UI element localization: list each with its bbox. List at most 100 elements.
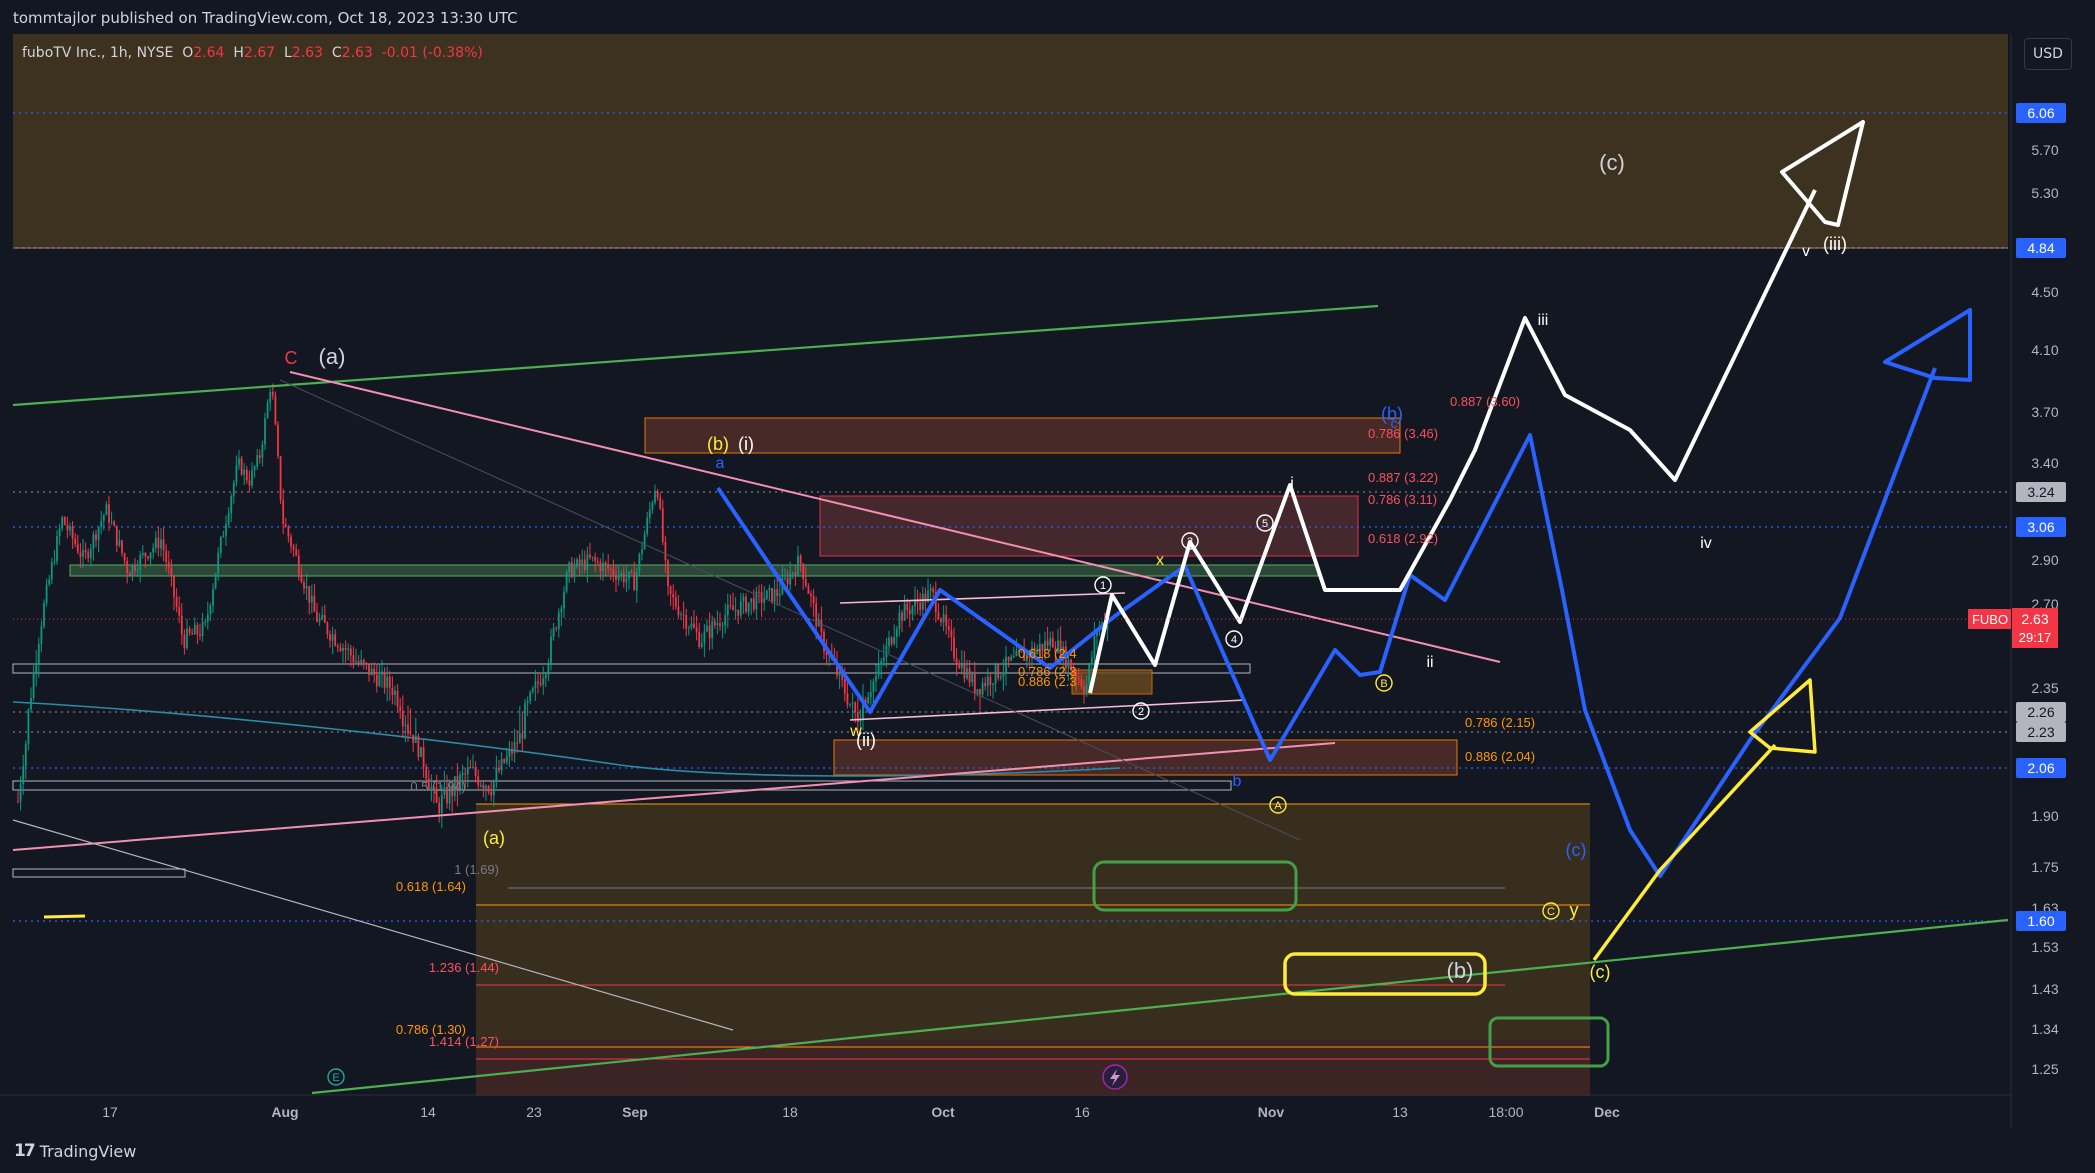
candle-body bbox=[352, 655, 355, 663]
fib-lines-layer bbox=[476, 803, 1590, 1060]
fib-label: 0.618 (2.92) bbox=[1368, 531, 1438, 546]
candle-body bbox=[297, 555, 300, 575]
candle-body bbox=[617, 575, 620, 580]
candle-body bbox=[209, 605, 212, 615]
candle-body bbox=[511, 749, 513, 754]
support-zone-bottom-red bbox=[476, 1040, 1590, 1096]
candle-body bbox=[700, 643, 703, 647]
candle-body bbox=[24, 744, 27, 766]
candle-body bbox=[661, 508, 664, 542]
candle-body bbox=[399, 706, 402, 712]
circled-wave-marker bbox=[1132, 702, 1150, 720]
candle-body bbox=[672, 593, 675, 598]
candle-body bbox=[69, 526, 71, 531]
candle-body bbox=[1044, 640, 1046, 651]
candle-body bbox=[219, 537, 222, 553]
candle-body bbox=[287, 526, 290, 537]
candle-body bbox=[404, 724, 407, 726]
candle-body bbox=[373, 668, 376, 675]
pink-channel-top bbox=[839, 592, 1126, 604]
projection-layer bbox=[43, 120, 1972, 962]
candle-body bbox=[989, 676, 992, 685]
candle-body bbox=[45, 584, 48, 604]
candle-body bbox=[1046, 640, 1049, 646]
circled-wave-label: 1 bbox=[1100, 580, 1106, 592]
legend-close-label: C bbox=[331, 45, 342, 61]
candle-body bbox=[22, 765, 25, 785]
pink-descending-trendline bbox=[289, 371, 1501, 663]
candle-body bbox=[508, 749, 511, 757]
price-badge-bg bbox=[2016, 758, 2066, 778]
candle-body bbox=[568, 562, 571, 573]
candle-body bbox=[906, 603, 909, 611]
y-tick-label: 3.70 bbox=[2031, 404, 2058, 420]
pink-ascending-trendline bbox=[12, 742, 1336, 851]
candle-body bbox=[576, 559, 578, 567]
candle-body bbox=[898, 612, 901, 629]
candle-body bbox=[113, 521, 116, 526]
candle-body bbox=[784, 577, 786, 579]
candle-body bbox=[799, 555, 802, 564]
circled-wave-label: B bbox=[1380, 678, 1387, 690]
price-badge: 2.06 bbox=[2027, 760, 2054, 776]
candle-body bbox=[321, 614, 324, 619]
candle-body bbox=[537, 681, 539, 684]
candle-body bbox=[557, 612, 560, 629]
wave-label: (b) bbox=[1381, 404, 1403, 424]
candle-body bbox=[724, 615, 727, 626]
candle-body bbox=[240, 458, 243, 475]
candle-body bbox=[648, 509, 651, 518]
candle-body bbox=[752, 598, 755, 610]
candle-body bbox=[388, 676, 391, 688]
candle-body bbox=[136, 570, 139, 572]
wave-label: b bbox=[1233, 773, 1242, 790]
yellow-projection-path bbox=[1592, 743, 1777, 962]
candle-body bbox=[238, 458, 240, 466]
candle-body bbox=[573, 566, 576, 577]
candle-body bbox=[763, 598, 766, 603]
candle-body bbox=[251, 470, 253, 486]
price-badge: 4.84 bbox=[2027, 240, 2054, 256]
tradingview-logo[interactable]: 17 TradingView bbox=[14, 1141, 136, 1161]
candle-body bbox=[448, 785, 451, 804]
y-tick-label: 4.50 bbox=[2031, 284, 2058, 300]
price-badges-layer: 6.06 4.84 3.24 3.06 2.26 2.23 2.06 1.60 bbox=[2016, 103, 2066, 931]
candle-body bbox=[807, 585, 810, 594]
x-tick-label: 18 bbox=[782, 1104, 798, 1120]
candle-body bbox=[594, 556, 597, 561]
circled-wave-marker bbox=[327, 1068, 345, 1086]
candle-body bbox=[407, 724, 409, 734]
candle-body bbox=[854, 702, 857, 712]
candle-body bbox=[131, 564, 134, 576]
candle-body bbox=[188, 628, 191, 634]
candle-body bbox=[27, 709, 30, 745]
candle-body bbox=[79, 552, 82, 557]
candle-body bbox=[1010, 656, 1013, 661]
lightning-icon[interactable] bbox=[1102, 1064, 1128, 1090]
circled-wave-label: E bbox=[332, 1072, 339, 1084]
candle-body bbox=[1096, 630, 1098, 636]
candle-body bbox=[849, 703, 851, 705]
candle-body bbox=[911, 606, 914, 614]
gray-band-3 bbox=[12, 868, 186, 878]
price-badge-bg bbox=[2016, 517, 2066, 537]
candle-body bbox=[277, 424, 279, 457]
circled-wave-marker bbox=[1094, 576, 1112, 594]
candle-body bbox=[739, 601, 742, 616]
candle-body bbox=[368, 664, 370, 676]
currency-selector[interactable]: USD bbox=[2024, 38, 2072, 70]
candle-body bbox=[87, 552, 90, 559]
candle-body bbox=[214, 573, 217, 589]
candle-body bbox=[758, 591, 760, 593]
candle-body bbox=[217, 552, 220, 574]
candle-body bbox=[141, 552, 144, 556]
x-tick-label: 18:00 bbox=[1488, 1104, 1523, 1120]
candle-body bbox=[1067, 659, 1070, 669]
fib-label: 0.886 (2.3 bbox=[1018, 674, 1077, 689]
wave-label: (ii) bbox=[856, 730, 876, 750]
candle-body bbox=[378, 674, 381, 686]
candle-body bbox=[534, 681, 537, 689]
candle-body bbox=[916, 599, 919, 603]
candle-body bbox=[630, 571, 633, 573]
